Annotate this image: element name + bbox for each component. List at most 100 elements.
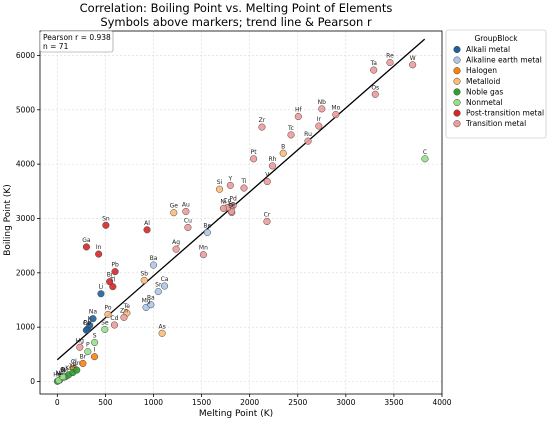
data-point-o (58, 373, 67, 381)
data-point-cu (184, 223, 192, 231)
data-point-zn (120, 313, 128, 321)
x-tick-label: 1500 (192, 398, 211, 407)
point-label-nb: Nb (318, 99, 326, 106)
stats-box: Pearson r = 0.938 n = 71 (39, 30, 114, 53)
data-point-rh (268, 162, 276, 170)
point-label-rh: Rh (268, 156, 276, 163)
y-tick-label: 1000 (16, 323, 35, 332)
data-point-ag (172, 245, 180, 253)
grid (40, 31, 443, 394)
point-label-ti: Ti (240, 178, 246, 185)
legend-marker (453, 98, 461, 107)
data-point-zr (258, 123, 266, 131)
point-label-ir: Ir (317, 116, 322, 123)
data-point-si (216, 185, 224, 193)
data-point-sr (154, 288, 162, 296)
point-label-xe: Xe (69, 363, 77, 370)
point-label-br: Br (80, 353, 87, 360)
legend-marker (453, 45, 461, 54)
point-label-sn: Sn (102, 215, 110, 222)
point-label-cr: Cr (264, 212, 271, 219)
point-label-al: Al (144, 220, 150, 227)
data-point-ru (304, 137, 312, 145)
data-point-s (91, 338, 99, 347)
legend: GroupBlock Alkali metal Alkaline earth me… (445, 29, 547, 139)
point-label-si: Si (217, 179, 223, 186)
data-point-ra (147, 301, 155, 309)
data-point-sb (140, 276, 148, 284)
point-label-w: W (410, 55, 416, 62)
point-label-po: Po (104, 304, 111, 311)
point-label-he: He (53, 371, 62, 378)
data-point-nb (318, 105, 326, 113)
point-label-as: As (159, 323, 166, 330)
data-point-tc (287, 131, 295, 139)
data-point-in (95, 250, 103, 258)
data-point-li (97, 290, 105, 298)
legend-entry: Alkali metal (466, 45, 510, 54)
point-label-re: Re (386, 53, 394, 60)
point-label-cs: Cs (83, 320, 90, 327)
point-label-f: F (61, 367, 65, 374)
point-label-li: Li (98, 284, 103, 291)
trend-line (56, 38, 426, 361)
data-point-hf (294, 112, 302, 121)
data-point-c (421, 155, 429, 163)
data-points (53, 59, 429, 385)
legend-marker (453, 88, 461, 96)
data-point-w (409, 61, 417, 69)
point-label-tl: Tl (109, 277, 116, 284)
legend-entry: Nonmetal (466, 98, 503, 107)
y-tick-label: 6000 (16, 51, 35, 60)
point-label-bi: Bi (107, 272, 113, 279)
data-point-mo (332, 111, 340, 119)
y-tick-label: 0 (30, 377, 35, 386)
data-point-rn (73, 366, 81, 374)
point-label-k: K (88, 315, 93, 322)
chart-title: Correlation: Boiling Point vs. Melting P… (80, 1, 393, 15)
point-label-rb: Rb (83, 319, 91, 326)
data-point-ga (82, 243, 91, 251)
point-label-be: Be (203, 222, 211, 229)
data-point-ti (240, 184, 248, 192)
point-label-y: Y (227, 175, 232, 182)
point-label-p: P (86, 342, 90, 349)
data-point-ir (315, 122, 323, 130)
data-point-au (182, 207, 190, 216)
data-point-re (386, 59, 394, 67)
legend-frame (445, 29, 547, 139)
x-tick-label: 1000 (144, 398, 163, 407)
point-label-pt: Pt (251, 149, 258, 156)
data-point-pt (250, 155, 258, 163)
chart-subtitle: Symbols above markers; trend line & Pear… (100, 15, 372, 29)
n-text: n = 71 (43, 42, 69, 51)
point-label-o: O (60, 367, 65, 374)
legend-marker (453, 77, 461, 85)
point-label-rn: Rn (73, 360, 81, 367)
point-label-hg: Hg (76, 337, 85, 344)
point-label-mo: Mo (331, 105, 340, 112)
trend-line-layer (56, 38, 426, 361)
point-label-os: Os (371, 84, 379, 91)
x-axis-label: Melting Point (K) (199, 409, 273, 419)
point-label-pb: Pb (111, 262, 119, 269)
data-point-cr (263, 217, 271, 226)
point-label-i: I (94, 347, 96, 354)
data-point-ca (160, 282, 169, 290)
point-label-n: N (61, 367, 66, 374)
data-point-po (104, 310, 112, 318)
point-label-au: Au (182, 201, 190, 208)
point-label-mn: Mn (199, 245, 208, 252)
y-tick-label: 4000 (16, 160, 35, 169)
pearson-text: Pearson r = 0.938 (43, 33, 111, 42)
point-label-ra: Ra (147, 295, 155, 302)
point-label-in: In (96, 244, 102, 251)
data-point-pd (229, 202, 237, 210)
point-label-ne: Ne (56, 370, 64, 377)
x-tick-label: 2500 (288, 398, 307, 407)
legend-marker (453, 120, 461, 128)
plot-frame (39, 30, 443, 395)
data-point-p (84, 348, 92, 356)
point-label-cd: Cd (110, 315, 118, 322)
